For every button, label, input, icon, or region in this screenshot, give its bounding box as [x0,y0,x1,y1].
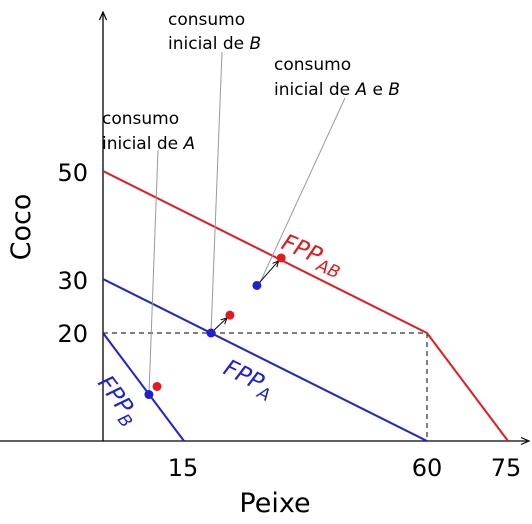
y-tick-50: 50 [57,159,88,187]
arrow-initial-to-final-b [213,318,227,331]
x-tick-75: 75 [491,454,522,482]
x-tick-60: 60 [412,454,443,482]
point-final-b [225,310,235,320]
x-axis-arrow [520,436,531,446]
point-initial-a [144,390,154,400]
leader-line-initial-b [210,51,223,334]
x-tick-15: 15 [168,454,199,482]
frontier-line-b [102,332,185,442]
x-axis-label: Peixe [239,488,310,519]
point-final-ab [276,253,286,263]
annotation-initial-b: consumo inicial de B [168,10,261,54]
frontier-line-ab [102,170,509,442]
leader-line-initial-a [148,149,159,395]
frontier-line-a [102,278,428,442]
y-tick-30: 30 [57,267,88,295]
arrow-initial-to-final-ab [259,261,279,283]
point-final-a [152,381,162,391]
y-tick-20: 20 [57,320,88,348]
y-axis-label: Coco [6,194,37,261]
point-initial-b [206,328,216,338]
leader-line-initial-ab [257,97,346,288]
point-initial-ab [252,280,262,290]
annotation-initial-ab: consumo inicial de A e B [274,55,400,100]
y-axis-arrow [98,10,108,21]
annotation-initial-a: consumo inicial de A [102,109,195,154]
frontier-label-b: FPPB [88,371,144,432]
